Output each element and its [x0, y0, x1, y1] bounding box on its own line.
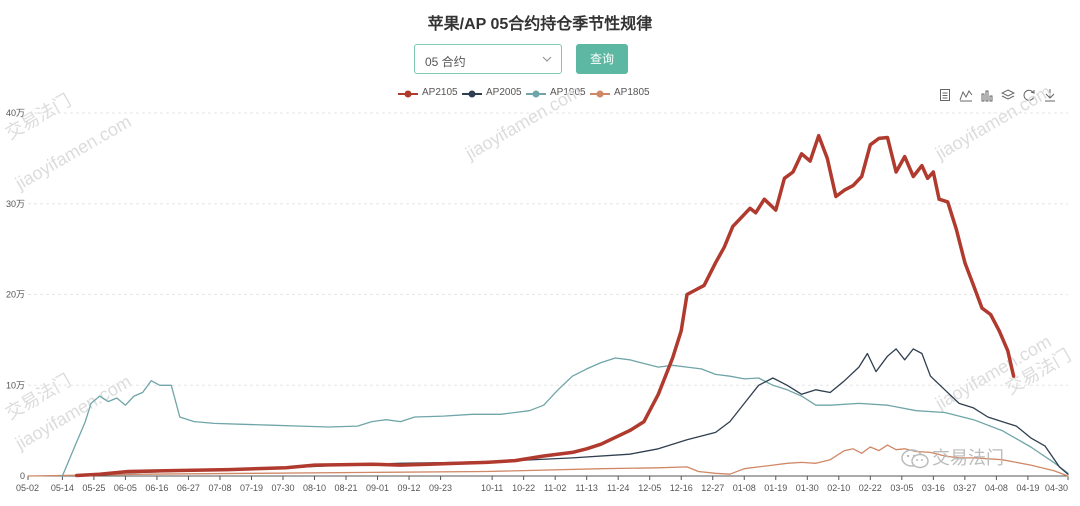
series-layer — [27, 133, 1069, 478]
x-tick-label: 01-19 — [764, 483, 787, 493]
watermark-url: jiaoyifamen.com — [461, 81, 585, 164]
x-tick-label: 10-11 — [481, 483, 503, 493]
series-line-ap1905 — [61, 357, 1069, 477]
x-tick-label: 01-08 — [733, 483, 756, 493]
contract-select[interactable]: 05 合约 — [414, 44, 562, 74]
wechat-icon — [901, 449, 929, 469]
watermark-brand-badge: 交易法门 — [900, 444, 1004, 470]
x-tick-label: 02-10 — [827, 483, 850, 493]
contract-select-value: 05 合约 — [425, 55, 466, 69]
x-tick-label: 03-16 — [922, 483, 945, 493]
download-icon[interactable] — [1043, 88, 1057, 102]
x-tick-label: 09-23 — [429, 483, 452, 493]
x-tick-label: 06-16 — [145, 483, 168, 493]
y-tick-label: 0 — [20, 471, 25, 481]
series-line-ap2105 — [74, 133, 1016, 478]
stack-icon[interactable] — [1001, 88, 1015, 102]
x-tick-label: 07-08 — [208, 483, 231, 493]
x-tick-label: 03-27 — [953, 483, 976, 493]
grid-layer — [28, 112, 1068, 386]
page-title: 苹果/AP 05合约持仓季节性规律 — [427, 16, 653, 33]
x-tick-label: 07-30 — [271, 483, 294, 493]
line-chart-icon[interactable] — [959, 88, 973, 102]
x-tick-label: 03-05 — [890, 483, 913, 493]
x-tick-label: 08-21 — [335, 483, 358, 493]
legend-label: AP1905 — [550, 87, 586, 98]
x-tick-label: 06-05 — [114, 483, 137, 493]
x-tick-label: 12-27 — [701, 483, 724, 493]
refresh-icon[interactable] — [1022, 88, 1036, 102]
legend-label: AP1805 — [614, 87, 650, 98]
x-tick-label: 04-19 — [1016, 483, 1039, 493]
data-view-icon[interactable] — [938, 88, 952, 102]
x-tick-label: 05-14 — [51, 483, 74, 493]
x-tick-label: 12-16 — [670, 483, 693, 493]
x-tick-label: 04-08 — [985, 483, 1008, 493]
bar-chart-icon[interactable] — [980, 88, 994, 102]
watermark-layer: jiaoyifamen.com jiaoyifamen.com jiaoyifa… — [2, 81, 1074, 454]
x-tick-label: 09-12 — [398, 483, 421, 493]
x-tick-label: 04-30 — [1045, 483, 1068, 493]
y-tick-label: 10万 — [6, 380, 25, 390]
y-tick-label: 20万 — [6, 290, 25, 300]
x-tick-label: 10-22 — [512, 483, 535, 493]
y-tick-label: 40万 — [6, 108, 25, 118]
x-tick-label: 05-25 — [82, 483, 105, 493]
watermark-url: jiaoyifamen.com — [931, 81, 1055, 164]
x-tick-label: 12-05 — [638, 483, 661, 493]
x-tick-label: 11-24 — [607, 483, 629, 493]
chevron-down-icon — [541, 53, 553, 65]
watermark-brand-text: 交易法门 — [932, 448, 1004, 468]
x-tick-label: 06-27 — [177, 483, 200, 493]
x-tick-label: 11-13 — [575, 483, 597, 493]
series-line-ap1805 — [27, 444, 1069, 477]
x-tick-label: 08-10 — [303, 483, 326, 493]
x-tick-label: 01-30 — [796, 483, 819, 493]
x-tick-label: 09-01 — [366, 483, 389, 493]
x-tick-label: 07-19 — [240, 483, 263, 493]
x-tick-label: 02-22 — [859, 483, 882, 493]
x-tick-label: 11-02 — [544, 483, 566, 493]
query-button[interactable]: 查询 — [576, 44, 628, 74]
x-tick-label: 05-02 — [16, 483, 39, 493]
legend-label: AP2105 — [422, 87, 458, 98]
y-tick-label: 30万 — [6, 199, 25, 209]
legend-label: AP2005 — [486, 87, 522, 98]
axes-layer: 0 10万 20万 30万 40万 05-02 05-14 05-25 06-05 06-16 06… — [6, 108, 1069, 493]
